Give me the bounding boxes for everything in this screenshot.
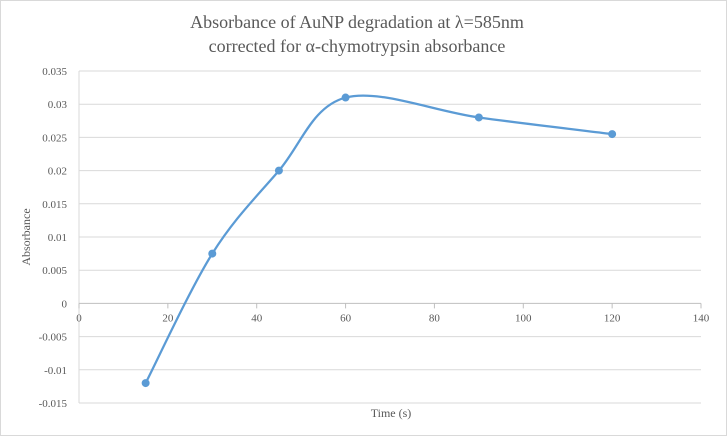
x-tick-labels: 0 20 40 60 80 100 120 140 — [76, 312, 710, 324]
x-tick-label: 100 — [515, 312, 532, 324]
x-tick-label: 140 — [693, 312, 710, 324]
x-axis-title: Time (s) — [371, 406, 412, 420]
y-tick-label: 0.03 — [48, 99, 68, 111]
y-tick-label: -0.005 — [39, 332, 68, 344]
y-tick-label: -0.01 — [44, 365, 67, 377]
data-point — [608, 130, 617, 139]
y-tick-label: 0.01 — [48, 232, 67, 244]
y-tick-label: 0.025 — [42, 132, 67, 144]
y-tick-label: 0.005 — [42, 265, 67, 277]
data-point — [208, 249, 217, 258]
y-axis-title: Absorbance — [19, 208, 33, 265]
gridlines — [78, 70, 701, 404]
x-tick-label: 20 — [162, 312, 174, 324]
series-line — [144, 94, 614, 385]
data-series — [141, 93, 617, 388]
x-tick-label: 60 — [340, 312, 352, 324]
y-tick-label: 0.015 — [42, 199, 67, 211]
axes — [78, 302, 702, 309]
x-tick-label: 120 — [604, 312, 621, 324]
y-tick-labels: -0.015 -0.01 -0.005 0 0.005 0.01 0.015 0.02 0.02… — [39, 66, 68, 410]
chart-title-line-1: Absorbance of AuNP degradation at λ=585n… — [190, 12, 524, 32]
y-tick-label: 0 — [62, 298, 68, 310]
chart-title-line-2: corrected for α-chymotrypsin absorbance — [209, 36, 506, 56]
data-point — [341, 93, 350, 102]
y-tick-label: 0.02 — [48, 166, 67, 178]
x-tick-label: 80 — [429, 312, 441, 324]
x-tick-label: 0 — [76, 312, 82, 324]
x-tick-label: 40 — [251, 312, 263, 324]
y-tick-label: 0.035 — [42, 66, 67, 78]
data-point — [474, 113, 483, 122]
data-point — [141, 379, 150, 388]
data-point — [274, 166, 283, 175]
y-tick-label: -0.015 — [39, 398, 68, 410]
